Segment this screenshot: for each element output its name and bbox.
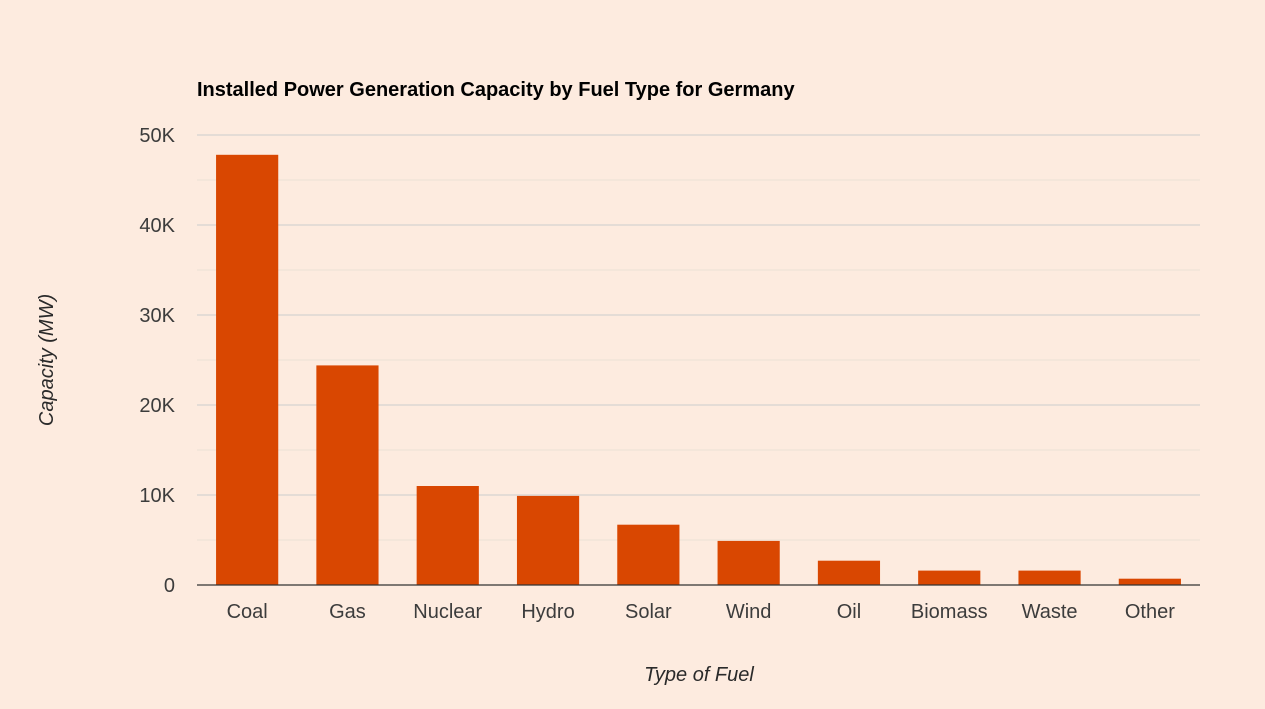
bar-nuclear — [416, 486, 479, 585]
bar-hydro — [516, 495, 580, 585]
x-axis-title: Type of Fuel — [644, 664, 754, 686]
x-tick-label: Wind — [726, 601, 772, 623]
x-tick-label: Biomass — [911, 601, 988, 623]
y-tick-label: 0 — [164, 575, 175, 597]
x-tick-label: Hydro — [521, 601, 574, 623]
y-tick-label: 40K — [139, 215, 175, 237]
bar-gas — [316, 365, 379, 585]
bar-coal — [216, 154, 279, 586]
y-tick-label: 10K — [139, 485, 175, 507]
x-tick-label: Coal — [227, 601, 268, 623]
x-tick-label: Nuclear — [413, 601, 482, 623]
x-tick-label: Oil — [837, 601, 861, 623]
bar-other — [1118, 578, 1181, 585]
x-tick-label: Other — [1125, 601, 1175, 623]
y-axis-tick-labels: 0 10K 20K 30K 40K 50K — [139, 125, 175, 597]
x-tick-label: Solar — [625, 601, 672, 623]
x-tick-label: Waste — [1022, 601, 1078, 623]
chart-title: Installed Power Generation Capacity by F… — [197, 79, 795, 101]
bar-waste — [1018, 570, 1081, 585]
y-tick-label: 50K — [139, 125, 175, 147]
bar-wind — [717, 540, 780, 585]
bar-oil — [817, 560, 881, 585]
y-tick-label: 20K — [139, 395, 175, 417]
bars — [216, 154, 1181, 586]
bar-biomass — [918, 570, 981, 585]
x-axis-tick-labels: Coal Gas Nuclear Hydro Solar Wind Oil Biomass Wa… — [227, 601, 1176, 623]
y-axis-title: Capacity (MW) — [36, 294, 58, 426]
x-tick-label: Gas — [329, 601, 366, 623]
y-tick-label: 30K — [139, 305, 175, 327]
bar-solar — [617, 524, 680, 585]
